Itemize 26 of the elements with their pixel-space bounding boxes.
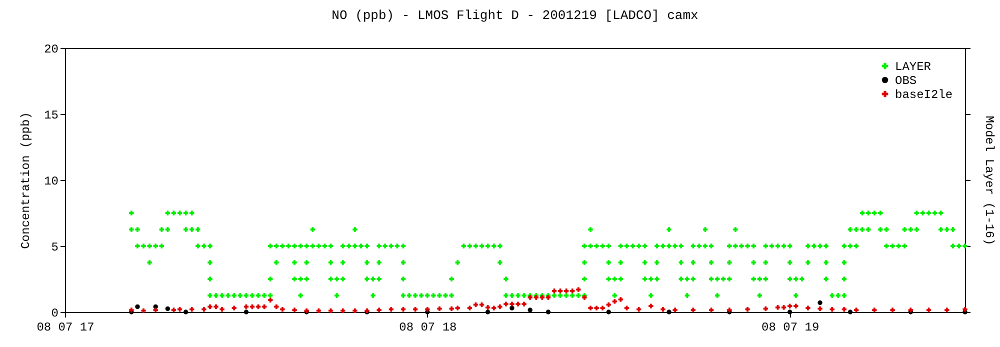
y2-axis-title: Model Layer (1-16) (982, 116, 996, 246)
x-tick-label: 08 07 17 (36, 320, 94, 334)
y-tick-label: 5 (51, 240, 58, 254)
point (606, 310, 611, 314)
legend-label: LAYER (895, 60, 932, 74)
y-tick-label: 0 (51, 306, 58, 320)
point (848, 310, 853, 314)
point (787, 310, 792, 314)
legend-label: OBS (895, 74, 917, 88)
point (528, 308, 532, 312)
chart-title: NO (ppb) - LMOS Flight D - 2001219 [LADCO] camx (332, 8, 699, 23)
y-tick-label: 15 (44, 108, 58, 122)
point (244, 310, 249, 314)
point (485, 310, 490, 314)
point (546, 310, 551, 314)
point (165, 306, 170, 312)
y-tick-label: 20 (44, 42, 58, 56)
x-tick-label: 08 07 18 (399, 320, 457, 334)
point (666, 310, 672, 314)
point (183, 310, 188, 314)
point (818, 300, 822, 306)
legend-label: baseI2le (895, 88, 953, 102)
y-axis-title: Concentration (ppb) (19, 112, 34, 249)
point (135, 304, 140, 310)
x-tick-label: 08 07 19 (762, 320, 820, 334)
y-tick-label: 10 (44, 174, 58, 188)
